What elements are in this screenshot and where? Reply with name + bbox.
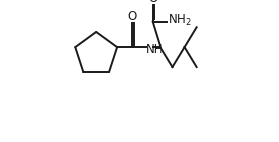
Text: NH$_2$: NH$_2$ bbox=[167, 13, 191, 28]
Text: O: O bbox=[128, 10, 137, 23]
Text: NH: NH bbox=[146, 43, 164, 56]
Text: O: O bbox=[148, 0, 157, 5]
